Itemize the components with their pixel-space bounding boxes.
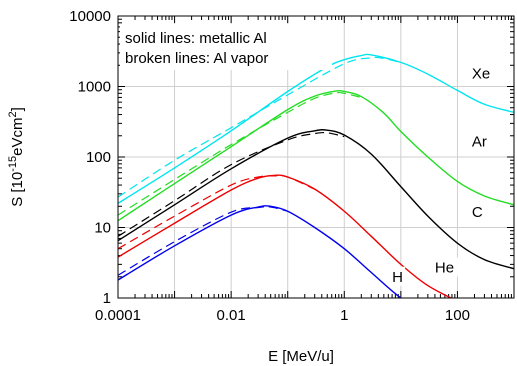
y-tick-label: 10 xyxy=(94,220,111,237)
plot-frame xyxy=(117,15,515,299)
tick-labels: 0.0001 0.01 1 100 1 10 100 1000 10000 xyxy=(69,8,470,324)
y-axis-label-prefix: S [10 xyxy=(9,172,26,207)
data-series xyxy=(118,53,514,298)
series-label-background xyxy=(431,257,458,277)
series-he-vapor-dashed-line xyxy=(118,175,315,250)
x-axis-label: E [MeV/u] xyxy=(268,348,334,365)
series-c-metallic-solid-line xyxy=(118,129,514,270)
y-axis-label-exponent-1: -15 xyxy=(7,156,19,172)
y-tick-label: 100 xyxy=(86,149,111,166)
series-label-background xyxy=(468,202,485,222)
series-label-background xyxy=(389,266,406,286)
x-tick-label: 1 xyxy=(340,307,348,324)
series-xe-metallic-solid-line xyxy=(118,53,514,204)
series-he-metallic-solid-line xyxy=(118,174,453,298)
annotation-background xyxy=(120,24,332,70)
series-label-background xyxy=(468,131,495,151)
x-tick-label: 0.0001 xyxy=(95,307,141,324)
series-h-metallic-solid-line xyxy=(118,205,403,298)
series-xe-vapor-dashed-line xyxy=(118,56,401,198)
series-label-ar: Ar xyxy=(472,134,487,151)
x-tick-label: 0.01 xyxy=(217,307,246,324)
series-label-h: H xyxy=(392,269,403,286)
series-label-background xyxy=(468,63,495,83)
annotation-solid-lines: solid lines: metallic Al xyxy=(125,30,267,47)
series-label-he: He xyxy=(435,259,454,276)
y-tick-label: 1000 xyxy=(78,79,111,96)
x-tick-label: 100 xyxy=(445,307,470,324)
y-axis-label: S [10-15eVcm2] xyxy=(7,107,26,207)
annotation-broken-lines: broken lines: Al vapor xyxy=(125,50,268,67)
y-tick-label: 10000 xyxy=(69,8,111,25)
series-label-xe: Xe xyxy=(472,65,490,82)
series-h-vapor-dashed-line xyxy=(118,206,288,276)
series-ar-vapor-dashed-line xyxy=(118,91,362,216)
series-ar-metallic-solid-line xyxy=(118,89,514,222)
series-labels: Xe Ar C He H xyxy=(389,63,495,286)
y-axis-label-exponent-2: 2 xyxy=(7,111,19,117)
series-label-c: C xyxy=(472,204,483,221)
y-axis-label-unit: eVcm xyxy=(9,118,26,156)
y-tick-label: 1 xyxy=(103,290,111,307)
y-axis-label-suffix: ] xyxy=(9,107,26,111)
